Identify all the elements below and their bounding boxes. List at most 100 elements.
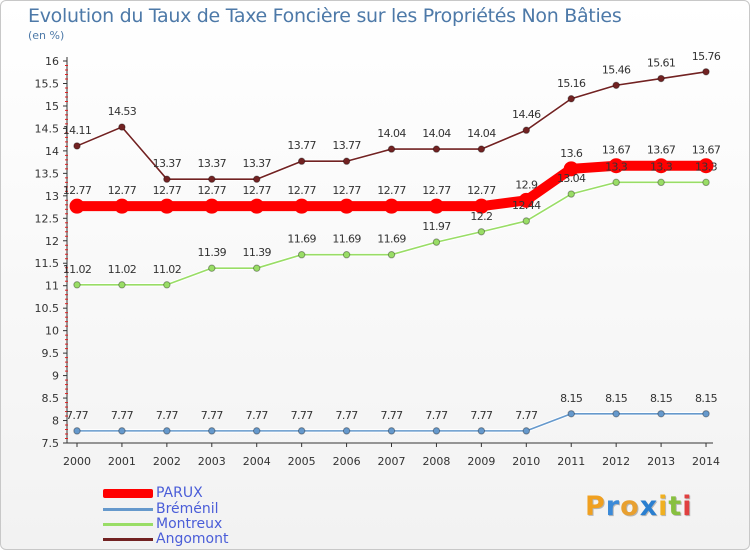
- data-label-bremenil: 7.77: [470, 409, 493, 422]
- data-label-parux: 12.77: [108, 184, 137, 197]
- data-label-bremenil: 7.77: [66, 409, 89, 422]
- data-point-angomont: [432, 145, 441, 153]
- data-point-angomont: [73, 142, 81, 150]
- data-label-montreux: 11.39: [242, 246, 271, 259]
- data-label-montreux: 13.3: [605, 160, 628, 173]
- data-point-montreux: [657, 178, 665, 187]
- x-tick-label: 2003: [198, 455, 226, 468]
- data-point-bremenil: [387, 427, 396, 435]
- data-label-angomont: 13.37: [242, 157, 271, 170]
- data-point-montreux: [118, 281, 126, 289]
- data-point-montreux: [297, 250, 306, 259]
- data-point-parux: [698, 158, 714, 174]
- y-tick-label: 8.5: [42, 392, 60, 405]
- data-point-bremenil: [702, 410, 710, 418]
- y-tick-label: 7.5: [42, 437, 60, 450]
- logo-letter: t: [668, 491, 683, 522]
- y-tick-label: 15: [45, 100, 59, 113]
- data-point-bremenil: [253, 427, 261, 435]
- data-point-parux: [384, 198, 400, 214]
- data-point-montreux: [702, 178, 710, 187]
- data-point-montreux: [73, 281, 81, 289]
- data-label-bremenil: 8.15: [650, 392, 673, 405]
- y-tick-label: 9: [52, 370, 59, 383]
- data-point-montreux: [342, 250, 351, 259]
- data-point-parux: [608, 158, 624, 174]
- data-label-parux: 12.77: [287, 184, 316, 197]
- data-label-angomont: 13.77: [332, 139, 361, 152]
- data-point-parux: [339, 198, 355, 214]
- y-tick-label: 16: [45, 55, 59, 68]
- data-label-montreux: 11.69: [377, 233, 406, 246]
- data-point-parux: [653, 158, 669, 174]
- data-label-montreux: 11.69: [332, 233, 361, 246]
- data-point-bremenil: [612, 410, 620, 418]
- legend-swatch-parux: [103, 489, 153, 498]
- data-label-montreux: 12.44: [512, 199, 541, 212]
- data-point-bremenil: [567, 410, 575, 418]
- data-label-bremenil: 7.77: [201, 409, 224, 422]
- data-label-montreux: 13.3: [650, 160, 673, 173]
- data-point-angomont: [387, 145, 396, 153]
- y-tick-label: 12: [45, 235, 59, 248]
- x-tick-label: 2010: [512, 455, 540, 468]
- data-point-bremenil: [342, 427, 351, 435]
- data-point-angomont: [208, 175, 216, 183]
- data-label-montreux: 11.39: [198, 246, 227, 259]
- data-label-bremenil: 7.77: [111, 409, 134, 422]
- data-label-parux: 12.77: [332, 184, 361, 197]
- data-label-bremenil: 8.15: [695, 392, 718, 405]
- x-tick-label: 2011: [557, 455, 585, 468]
- logo-letter: i: [682, 491, 693, 522]
- x-tick-label: 2008: [422, 455, 450, 468]
- logo-letter: o: [620, 491, 640, 522]
- data-point-angomont: [657, 74, 665, 83]
- data-label-parux: 12.77: [153, 184, 182, 197]
- proxiti-logo: Proxiti: [585, 491, 693, 522]
- y-tick-label: 13.5: [35, 167, 60, 180]
- data-point-angomont: [567, 95, 575, 103]
- data-label-montreux: 11.69: [287, 233, 316, 246]
- data-point-angomont: [702, 68, 710, 76]
- data-point-angomont: [118, 123, 126, 131]
- data-label-angomont: 15.61: [647, 57, 676, 70]
- data-point-montreux: [522, 217, 530, 225]
- data-label-bremenil: 7.77: [156, 409, 179, 422]
- data-label-parux: 13.67: [692, 144, 721, 157]
- data-label-bremenil: 7.77: [515, 409, 538, 422]
- logo-letter: i: [658, 491, 669, 522]
- data-label-bremenil: 8.15: [605, 392, 628, 405]
- data-label-parux: 12.77: [198, 184, 227, 197]
- y-tick-label: 9.5: [42, 347, 60, 360]
- data-point-angomont: [612, 81, 620, 89]
- data-label-bremenil: 7.77: [291, 409, 314, 422]
- data-point-parux: [428, 198, 444, 214]
- data-label-angomont: 14.04: [377, 127, 406, 140]
- x-tick-label: 2001: [108, 455, 136, 468]
- y-tick-label: 12.5: [35, 212, 60, 225]
- data-point-bremenil: [432, 427, 441, 435]
- data-point-montreux: [208, 264, 216, 272]
- data-point-bremenil: [73, 427, 81, 435]
- y-tick-label: 13: [45, 190, 59, 203]
- data-label-parux: 12.9: [515, 178, 538, 191]
- data-label-angomont: 14.04: [422, 127, 451, 140]
- legend-label-parux: PARUX: [156, 485, 203, 501]
- data-point-bremenil: [208, 427, 216, 435]
- data-point-parux: [249, 198, 265, 214]
- data-point-angomont: [163, 175, 171, 183]
- data-label-angomont: 13.37: [153, 157, 182, 170]
- x-tick-label: 2005: [288, 455, 316, 468]
- unit-label: (en %): [28, 29, 65, 42]
- x-tick-label: 2000: [63, 455, 91, 468]
- data-label-angomont: 13.77: [287, 139, 316, 152]
- y-tick-label: 14.5: [35, 122, 60, 135]
- data-point-montreux: [387, 250, 396, 259]
- data-point-montreux: [432, 238, 441, 246]
- data-point-angomont: [297, 157, 306, 165]
- legend-swatch-bremenil: [103, 508, 153, 511]
- logo-letter: x: [639, 491, 659, 522]
- data-point-montreux: [567, 190, 575, 198]
- data-label-angomont: 13.37: [198, 157, 227, 170]
